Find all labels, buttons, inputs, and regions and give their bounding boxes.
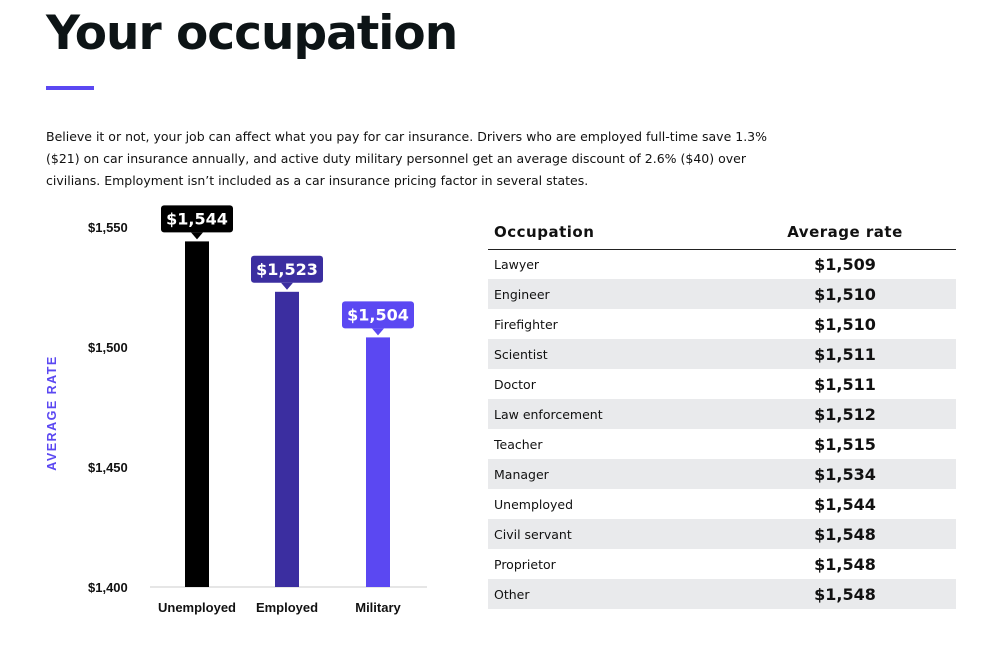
table-row: Doctor $1,511 bbox=[488, 369, 956, 399]
table-row: Engineer $1,510 bbox=[488, 279, 956, 309]
table-row: Law enforcement $1,512 bbox=[488, 399, 956, 429]
rate-cell: $1,511 bbox=[734, 339, 956, 369]
x-tick-label: Military bbox=[355, 600, 401, 615]
data-label-box bbox=[251, 255, 323, 283]
title-accent-rule bbox=[46, 86, 94, 90]
occupation-cell: Proprietor bbox=[494, 556, 556, 572]
bar-employed bbox=[275, 291, 299, 587]
data-label-pointer bbox=[281, 282, 293, 290]
occupation-cell: Manager bbox=[488, 459, 734, 489]
y-tick-label: $1,550 bbox=[88, 220, 128, 235]
bar-military bbox=[366, 337, 390, 587]
page-title: Your occupation bbox=[46, 6, 458, 61]
table-row: Scientist $1,511 bbox=[488, 339, 956, 369]
occupation-cell: Scientist bbox=[488, 339, 734, 369]
y-tick-label: $1,450 bbox=[88, 460, 128, 475]
occupation-column-header: Occupation bbox=[488, 216, 734, 250]
x-tick-label: Employed bbox=[256, 600, 318, 615]
rate-cell: $1,512 bbox=[734, 399, 956, 429]
table-row: Unemployed $1,544 bbox=[488, 489, 956, 519]
y-tick-label: $1,500 bbox=[88, 340, 128, 355]
rate-bar-chart: $1,400 $1,450 $1,500 $1,550 AVERAGE RATE $1,5… bbox=[45, 205, 427, 615]
rate-cell: $1,548 bbox=[734, 519, 956, 549]
occupation-cell: Doctor bbox=[494, 376, 536, 392]
rate-cell: $1,548 bbox=[814, 554, 876, 574]
table-body: Lawyer $1,509 Engineer $1,510 Firefighter $1,… bbox=[488, 249, 956, 609]
occupation-cell: Firefighter bbox=[494, 316, 558, 332]
table-row: Lawyer $1,509 bbox=[488, 249, 956, 279]
occupation-rate-table: Occupation Average rate Lawyer $1,509 Engi… bbox=[488, 216, 956, 609]
rate-cell: $1,511 bbox=[814, 374, 876, 394]
occupation-cell: Law enforcement bbox=[488, 399, 734, 429]
table-row: Proprietor $1,548 bbox=[488, 549, 956, 579]
intro-paragraph: Believe it or not, your job can affect w… bbox=[46, 129, 767, 188]
rate-cell: $1,548 bbox=[734, 579, 956, 609]
rate-cell: $1,534 bbox=[734, 459, 956, 489]
occupation-cell: Engineer bbox=[488, 279, 734, 309]
table-header-row: Occupation Average rate bbox=[488, 216, 956, 250]
occupation-cell: Lawyer bbox=[494, 256, 540, 272]
occupation-cell: Civil servant bbox=[488, 519, 734, 549]
x-tick-label: Unemployed bbox=[158, 600, 236, 615]
table-row: Other $1,548 bbox=[488, 579, 956, 609]
data-label: $1,504 bbox=[347, 305, 409, 324]
bar-unemployed bbox=[185, 241, 209, 587]
data-label: $1,523 bbox=[256, 260, 318, 279]
occupation-cell: Other bbox=[488, 579, 734, 609]
y-axis-title: AVERAGE RATE bbox=[45, 355, 59, 470]
rate-cell: $1,510 bbox=[814, 314, 876, 334]
table-row: Manager $1,534 bbox=[488, 459, 956, 489]
rate-cell: $1,510 bbox=[734, 279, 956, 309]
data-label-pointer bbox=[372, 328, 384, 336]
rate-cell: $1,509 bbox=[814, 254, 876, 274]
table-row: Firefighter $1,510 bbox=[488, 309, 956, 339]
y-tick-label: $1,400 bbox=[88, 580, 128, 595]
data-label-box bbox=[161, 205, 233, 233]
data-label-box bbox=[342, 301, 414, 329]
rate-cell: $1,515 bbox=[814, 434, 876, 454]
table-row: Civil servant $1,548 bbox=[488, 519, 956, 549]
average-rate-column-header: Average rate bbox=[734, 216, 956, 250]
data-label-pointer bbox=[191, 232, 203, 240]
table-row: Teacher $1,515 bbox=[488, 429, 956, 459]
occupation-cell: Unemployed bbox=[494, 496, 574, 512]
data-label: $1,544 bbox=[166, 209, 228, 228]
rate-cell: $1,544 bbox=[814, 494, 876, 514]
occupation-cell: Teacher bbox=[494, 436, 543, 452]
